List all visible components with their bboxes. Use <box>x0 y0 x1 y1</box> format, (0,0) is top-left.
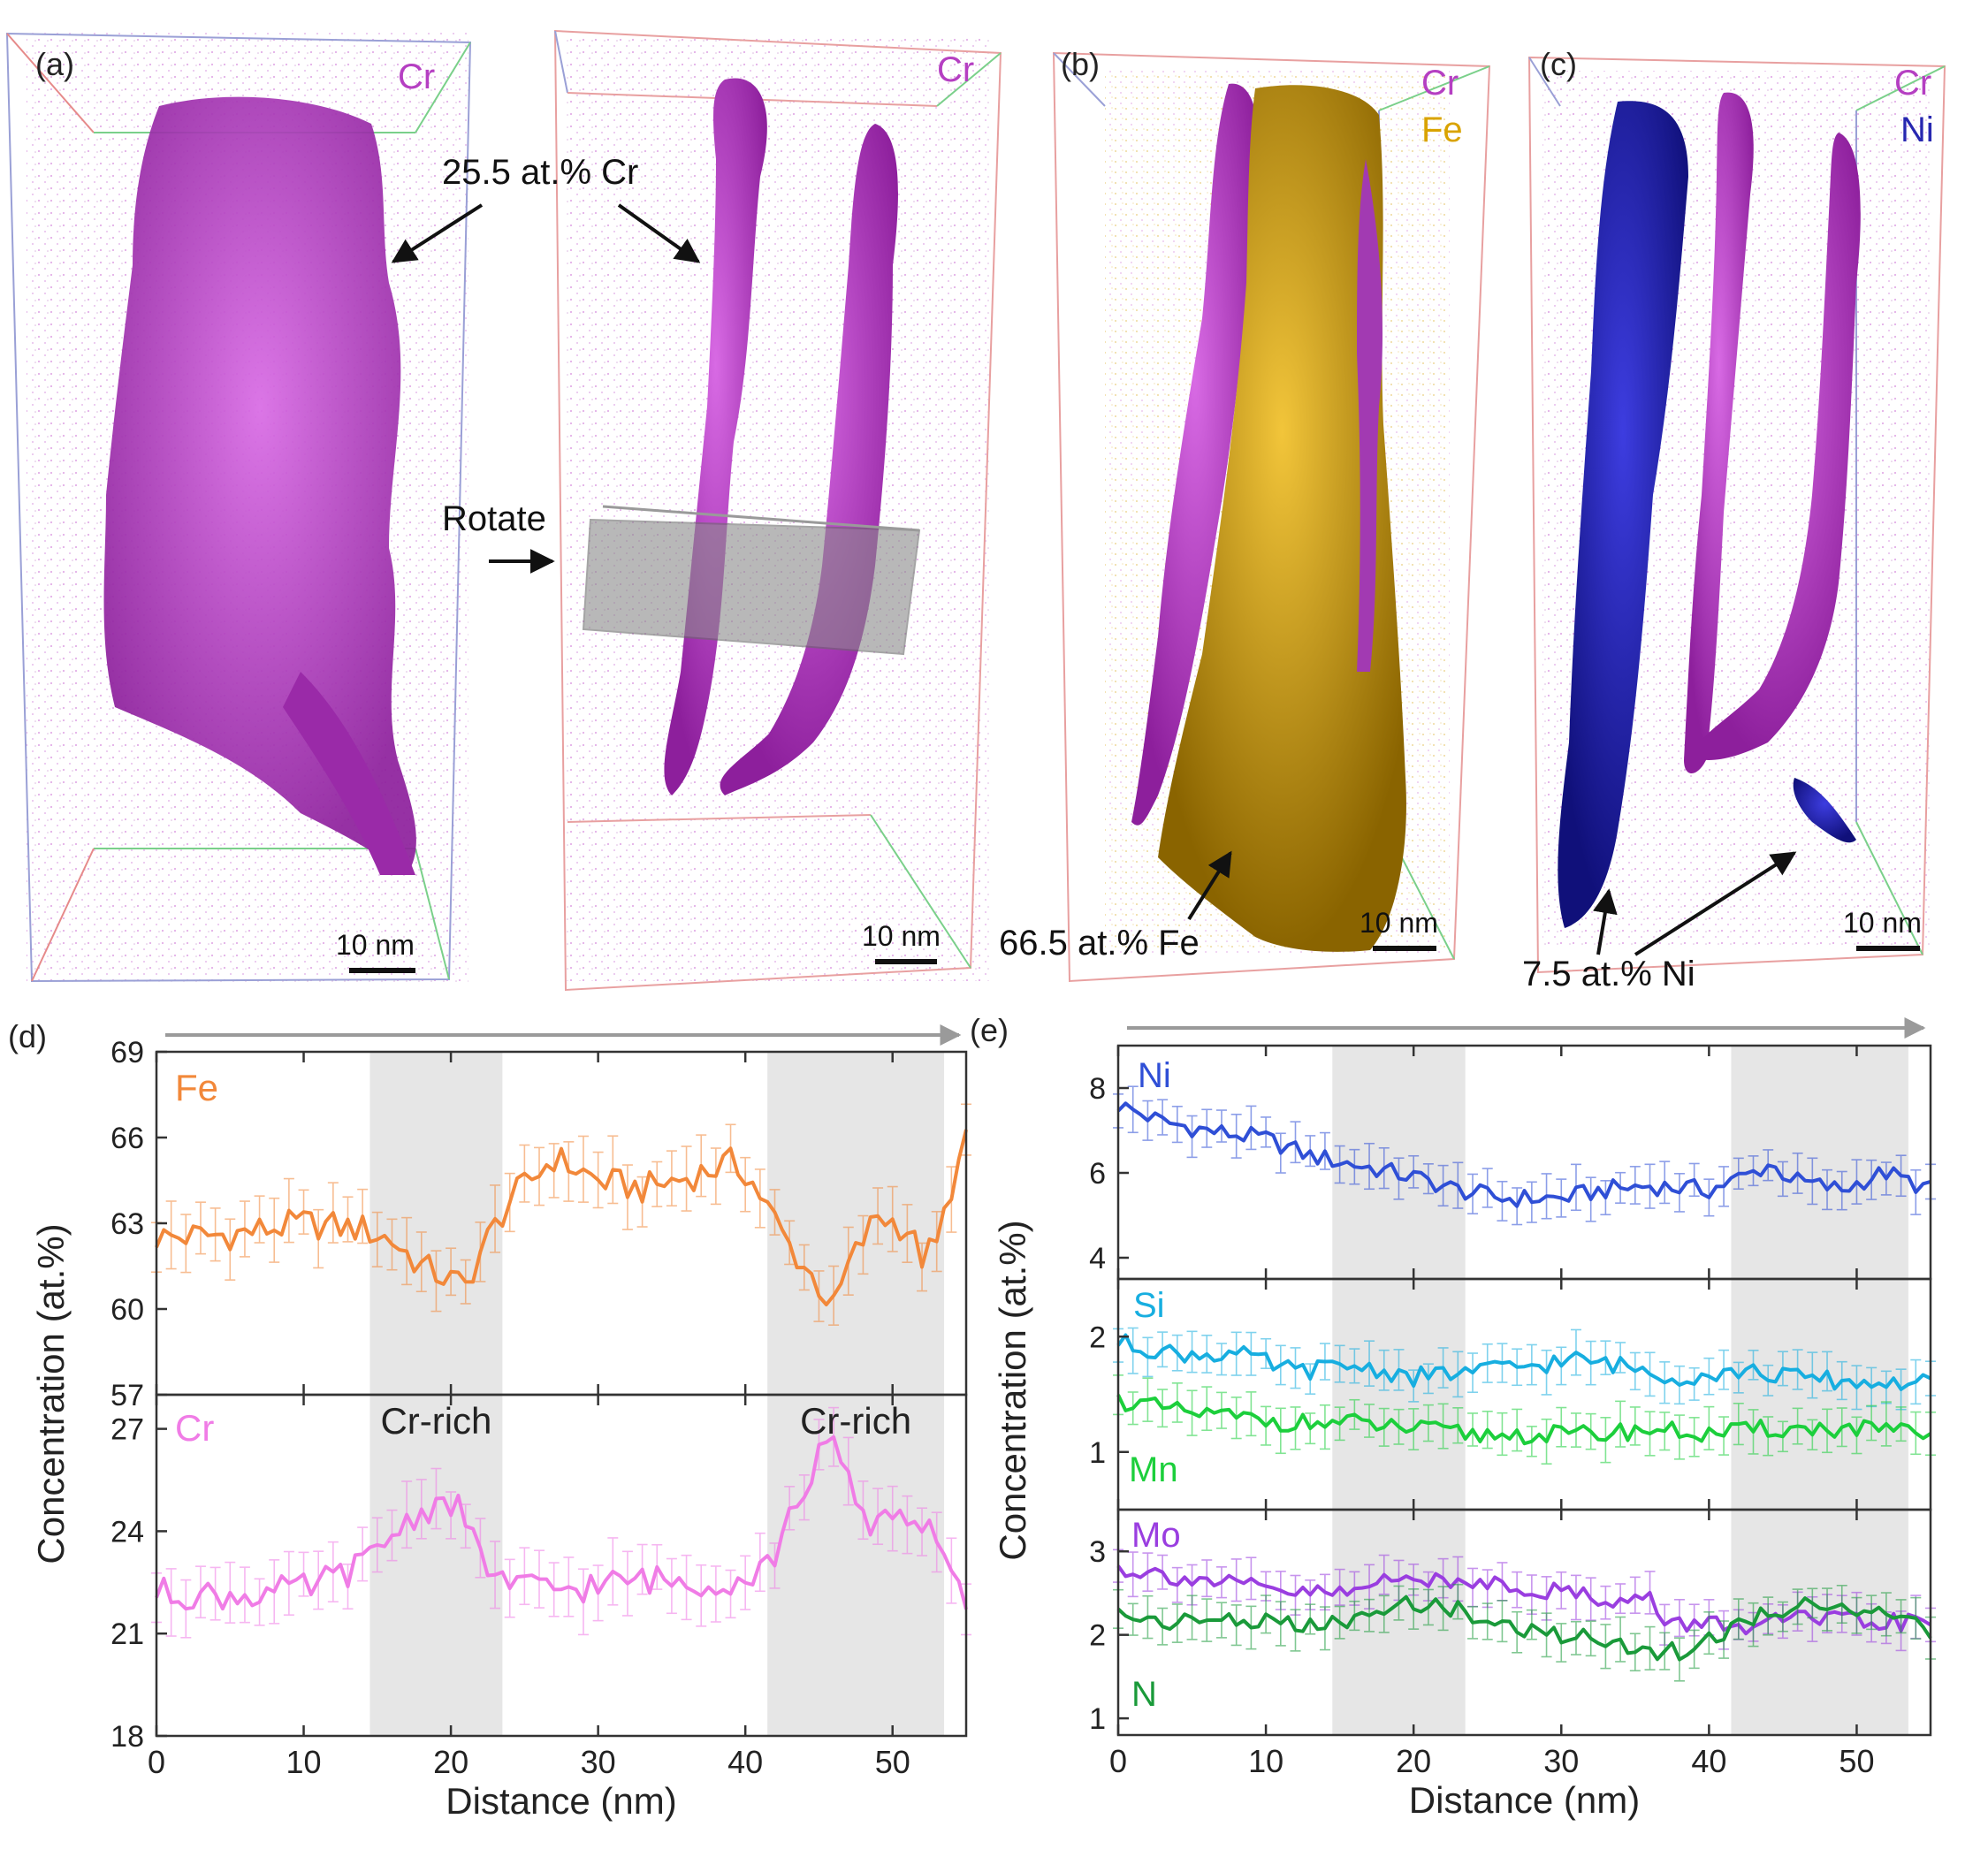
y-axis-label: Concentration (at.%) <box>30 1223 72 1564</box>
series-label-si: Si <box>1133 1286 1165 1325</box>
series-label-mo: Mo <box>1131 1516 1181 1555</box>
x-tick-label: 20 <box>1396 1743 1431 1779</box>
y-tick-label: 27 <box>110 1413 144 1447</box>
series-label-ni: Ni <box>1138 1056 1171 1095</box>
series-label-fe: Fe <box>175 1067 218 1108</box>
legend-fe-b: Fe <box>1421 110 1463 149</box>
fe-isosurface <box>1158 85 1406 952</box>
x-tick-label: 0 <box>1109 1743 1127 1779</box>
cr-isosurface-right-band <box>1688 133 1861 760</box>
panel-label: (e) <box>970 1012 1009 1048</box>
series-label-cr: Cr <box>175 1407 214 1449</box>
scale-bar-label: 10 nm <box>336 929 415 961</box>
scale-bar-b: 10 nm <box>1360 907 1438 951</box>
scale-bar-label: 10 nm <box>1360 907 1438 939</box>
legend-cr-b: Cr <box>1421 64 1459 103</box>
scale-bar-label: 10 nm <box>1843 907 1922 939</box>
series-line-mo <box>1116 1564 1932 1636</box>
x-tick-label: 10 <box>1248 1743 1283 1779</box>
x-tick-label: 50 <box>1839 1743 1874 1779</box>
y-tick-label: 1 <box>1089 1702 1106 1736</box>
y-tick-label: 57 <box>110 1379 144 1412</box>
region-label-cr-rich-1: Cr-rich <box>380 1400 491 1442</box>
x-tick-label: 50 <box>875 1744 910 1780</box>
series-line-mn <box>1116 1394 1932 1446</box>
x-tick-label: 10 <box>286 1744 322 1780</box>
annotation-ni-7-5: 7.5 at.% Ni <box>1522 955 1695 993</box>
y-tick-label: 66 <box>110 1122 144 1155</box>
region-label-cr-rich-2: Cr-rich <box>800 1400 911 1442</box>
panel-label-a: (a) <box>35 46 74 82</box>
cr-isosurface <box>1131 83 1259 826</box>
series-label-n: N <box>1131 1675 1157 1714</box>
series-line-fe <box>155 1129 968 1306</box>
series-label-mn: Mn <box>1129 1450 1178 1489</box>
rotate-plane <box>582 518 921 656</box>
panel-label: (d) <box>8 1018 47 1054</box>
series-line-n <box>1116 1594 1932 1662</box>
y-tick-label: 24 <box>110 1515 144 1549</box>
y-tick-label: 63 <box>110 1207 144 1241</box>
legend-cr-c: Cr <box>1894 64 1931 103</box>
y-tick-label: 69 <box>110 1036 144 1069</box>
annotation-fe-66-5: 66.5 at.% Fe <box>999 924 1200 963</box>
x-tick-label: 30 <box>581 1744 616 1780</box>
y-tick-label: 2 <box>1089 1619 1106 1653</box>
y-tick-label: 60 <box>110 1293 144 1327</box>
y-axis-label: Concentration (at.%) <box>992 1220 1033 1560</box>
y-tick-label: 3 <box>1089 1535 1106 1569</box>
x-tick-label: 40 <box>1691 1743 1726 1779</box>
x-axis-label: Distance (nm) <box>1409 1779 1640 1821</box>
series-line-cr <box>155 1435 968 1611</box>
y-tick-label: 1 <box>1089 1436 1106 1470</box>
annotation-rotate: Rotate <box>442 499 546 538</box>
scale-bar-c: 10 nm <box>1843 907 1922 951</box>
ni-isosurface <box>1558 101 1688 928</box>
x-tick-label: 30 <box>1543 1743 1579 1779</box>
apt-panel-b <box>1052 51 1491 983</box>
scale-bar-a: 10 nm <box>336 929 415 973</box>
x-tick-label: 20 <box>433 1744 468 1780</box>
y-tick-label: 4 <box>1089 1242 1106 1275</box>
apt-panel-a <box>5 31 472 986</box>
y-tick-label: 18 <box>110 1720 144 1754</box>
panel-label-b: (b) <box>1061 46 1100 82</box>
y-tick-label: 2 <box>1089 1320 1106 1354</box>
cr-isosurface-left-band <box>1684 92 1754 774</box>
scale-bar-label: 10 nm <box>862 920 941 952</box>
panel-label-c: (c) <box>1540 46 1577 82</box>
y-tick-label: 21 <box>110 1617 144 1651</box>
x-tick-label: 0 <box>148 1744 165 1780</box>
subplot-frame <box>1116 1508 1932 1737</box>
x-axis-label: Distance (nm) <box>446 1780 676 1822</box>
cr-isosurface <box>103 96 416 875</box>
apt-panel-a-rotated <box>553 29 1002 992</box>
apt-panel-c <box>1527 56 1946 974</box>
series-line-si <box>1116 1333 1931 1391</box>
y-tick-label: 6 <box>1089 1157 1106 1191</box>
legend-ni-c: Ni <box>1900 110 1934 149</box>
line-plot-d: (d) 57 60 63 66 69 18 21 24 27 0 10 20 30 40 50 Distance… <box>8 1018 971 1822</box>
legend-cr-a-rotated: Cr <box>937 50 974 89</box>
series-line-ni <box>1116 1101 1931 1208</box>
scale-bar-a-rotated: 10 nm <box>862 920 941 964</box>
cr-rich-region-2 <box>1731 1046 1908 1735</box>
subplot-frame <box>155 1393 968 1738</box>
y-tick-label: 8 <box>1089 1072 1106 1106</box>
top-panel-labels: (a) Cr 25.5 at.% Cr Cr Rotate (b) Cr Fe … <box>35 46 1934 993</box>
x-tick-label: 40 <box>727 1744 763 1780</box>
annotation-cr-25-5: 25.5 at.% Cr <box>442 153 638 192</box>
legend-cr-a: Cr <box>398 57 435 96</box>
